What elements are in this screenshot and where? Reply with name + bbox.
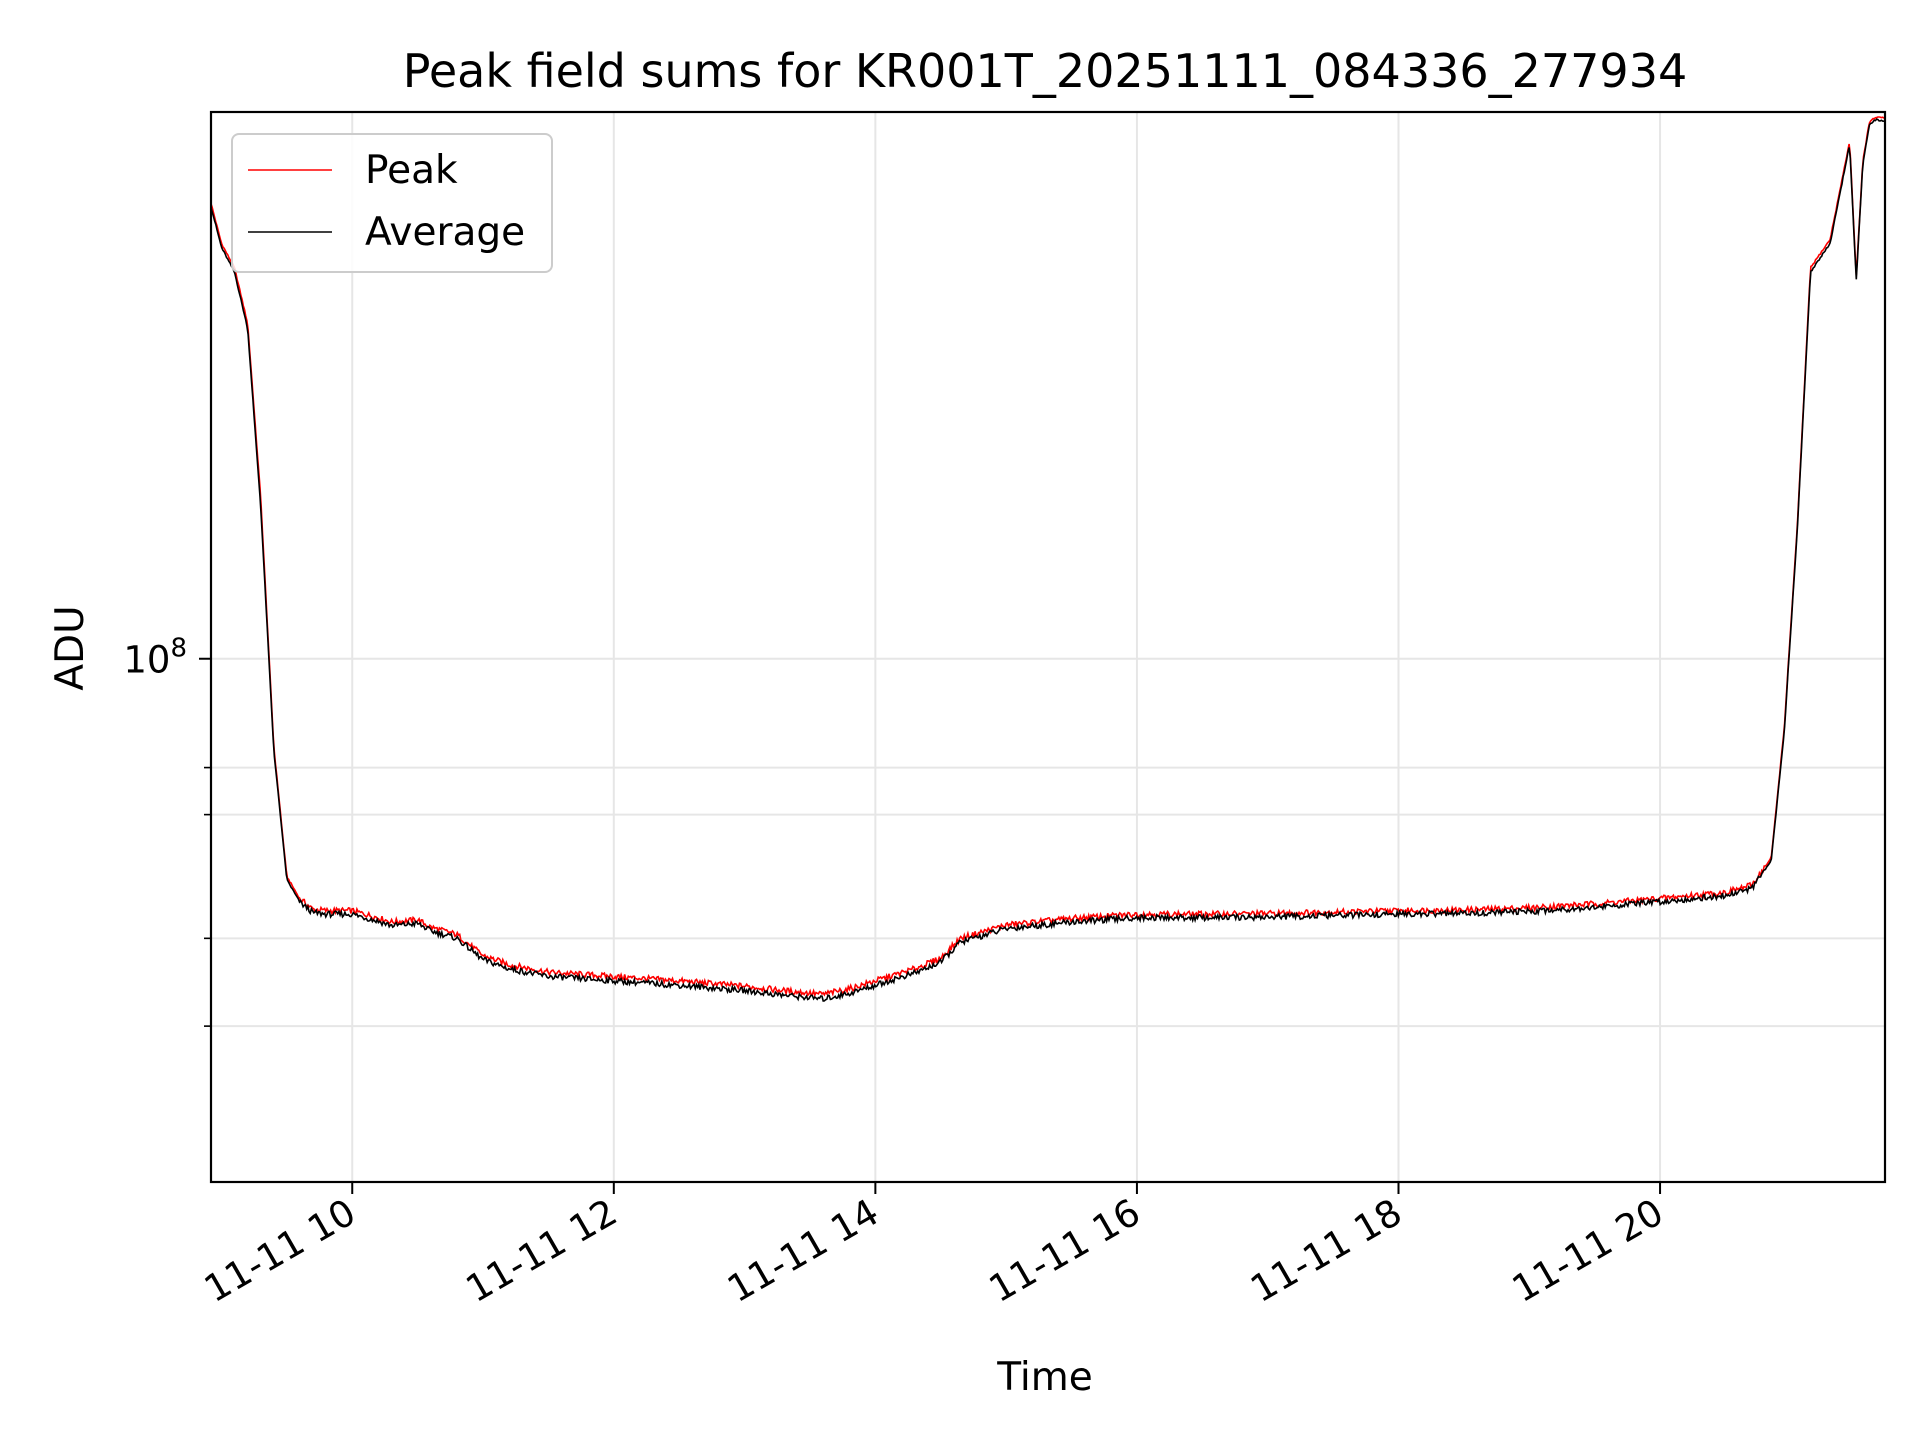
series-line-average	[211, 118, 1885, 1002]
plot-frame	[209, 110, 1887, 1184]
legend-box	[231, 133, 553, 273]
x-axis-label: Time	[996, 1355, 1092, 1400]
y-tick-label: 108	[123, 634, 187, 682]
legend: Peak Average	[231, 133, 553, 273]
legend-label-peak: Peak	[365, 148, 458, 193]
x-tick-label: 11-11 18	[1243, 1191, 1409, 1311]
grid	[211, 112, 1885, 1182]
x-tick-label: 11-11 20	[1505, 1191, 1671, 1311]
x-tick-label: 11-11 10	[197, 1191, 363, 1311]
chart-title: Peak field sums for KR001T_20251111_0843…	[403, 44, 1687, 98]
legend-label-average: Average	[365, 210, 525, 255]
y-axis-label: ADU	[48, 605, 93, 690]
x-tick-label: 11-11 12	[459, 1191, 625, 1311]
x-tick-label: 11-11 16	[982, 1191, 1148, 1311]
x-tick-label: 11-11 14	[720, 1191, 886, 1311]
series-line-peak	[211, 116, 1885, 998]
series-layer	[211, 116, 1885, 1002]
